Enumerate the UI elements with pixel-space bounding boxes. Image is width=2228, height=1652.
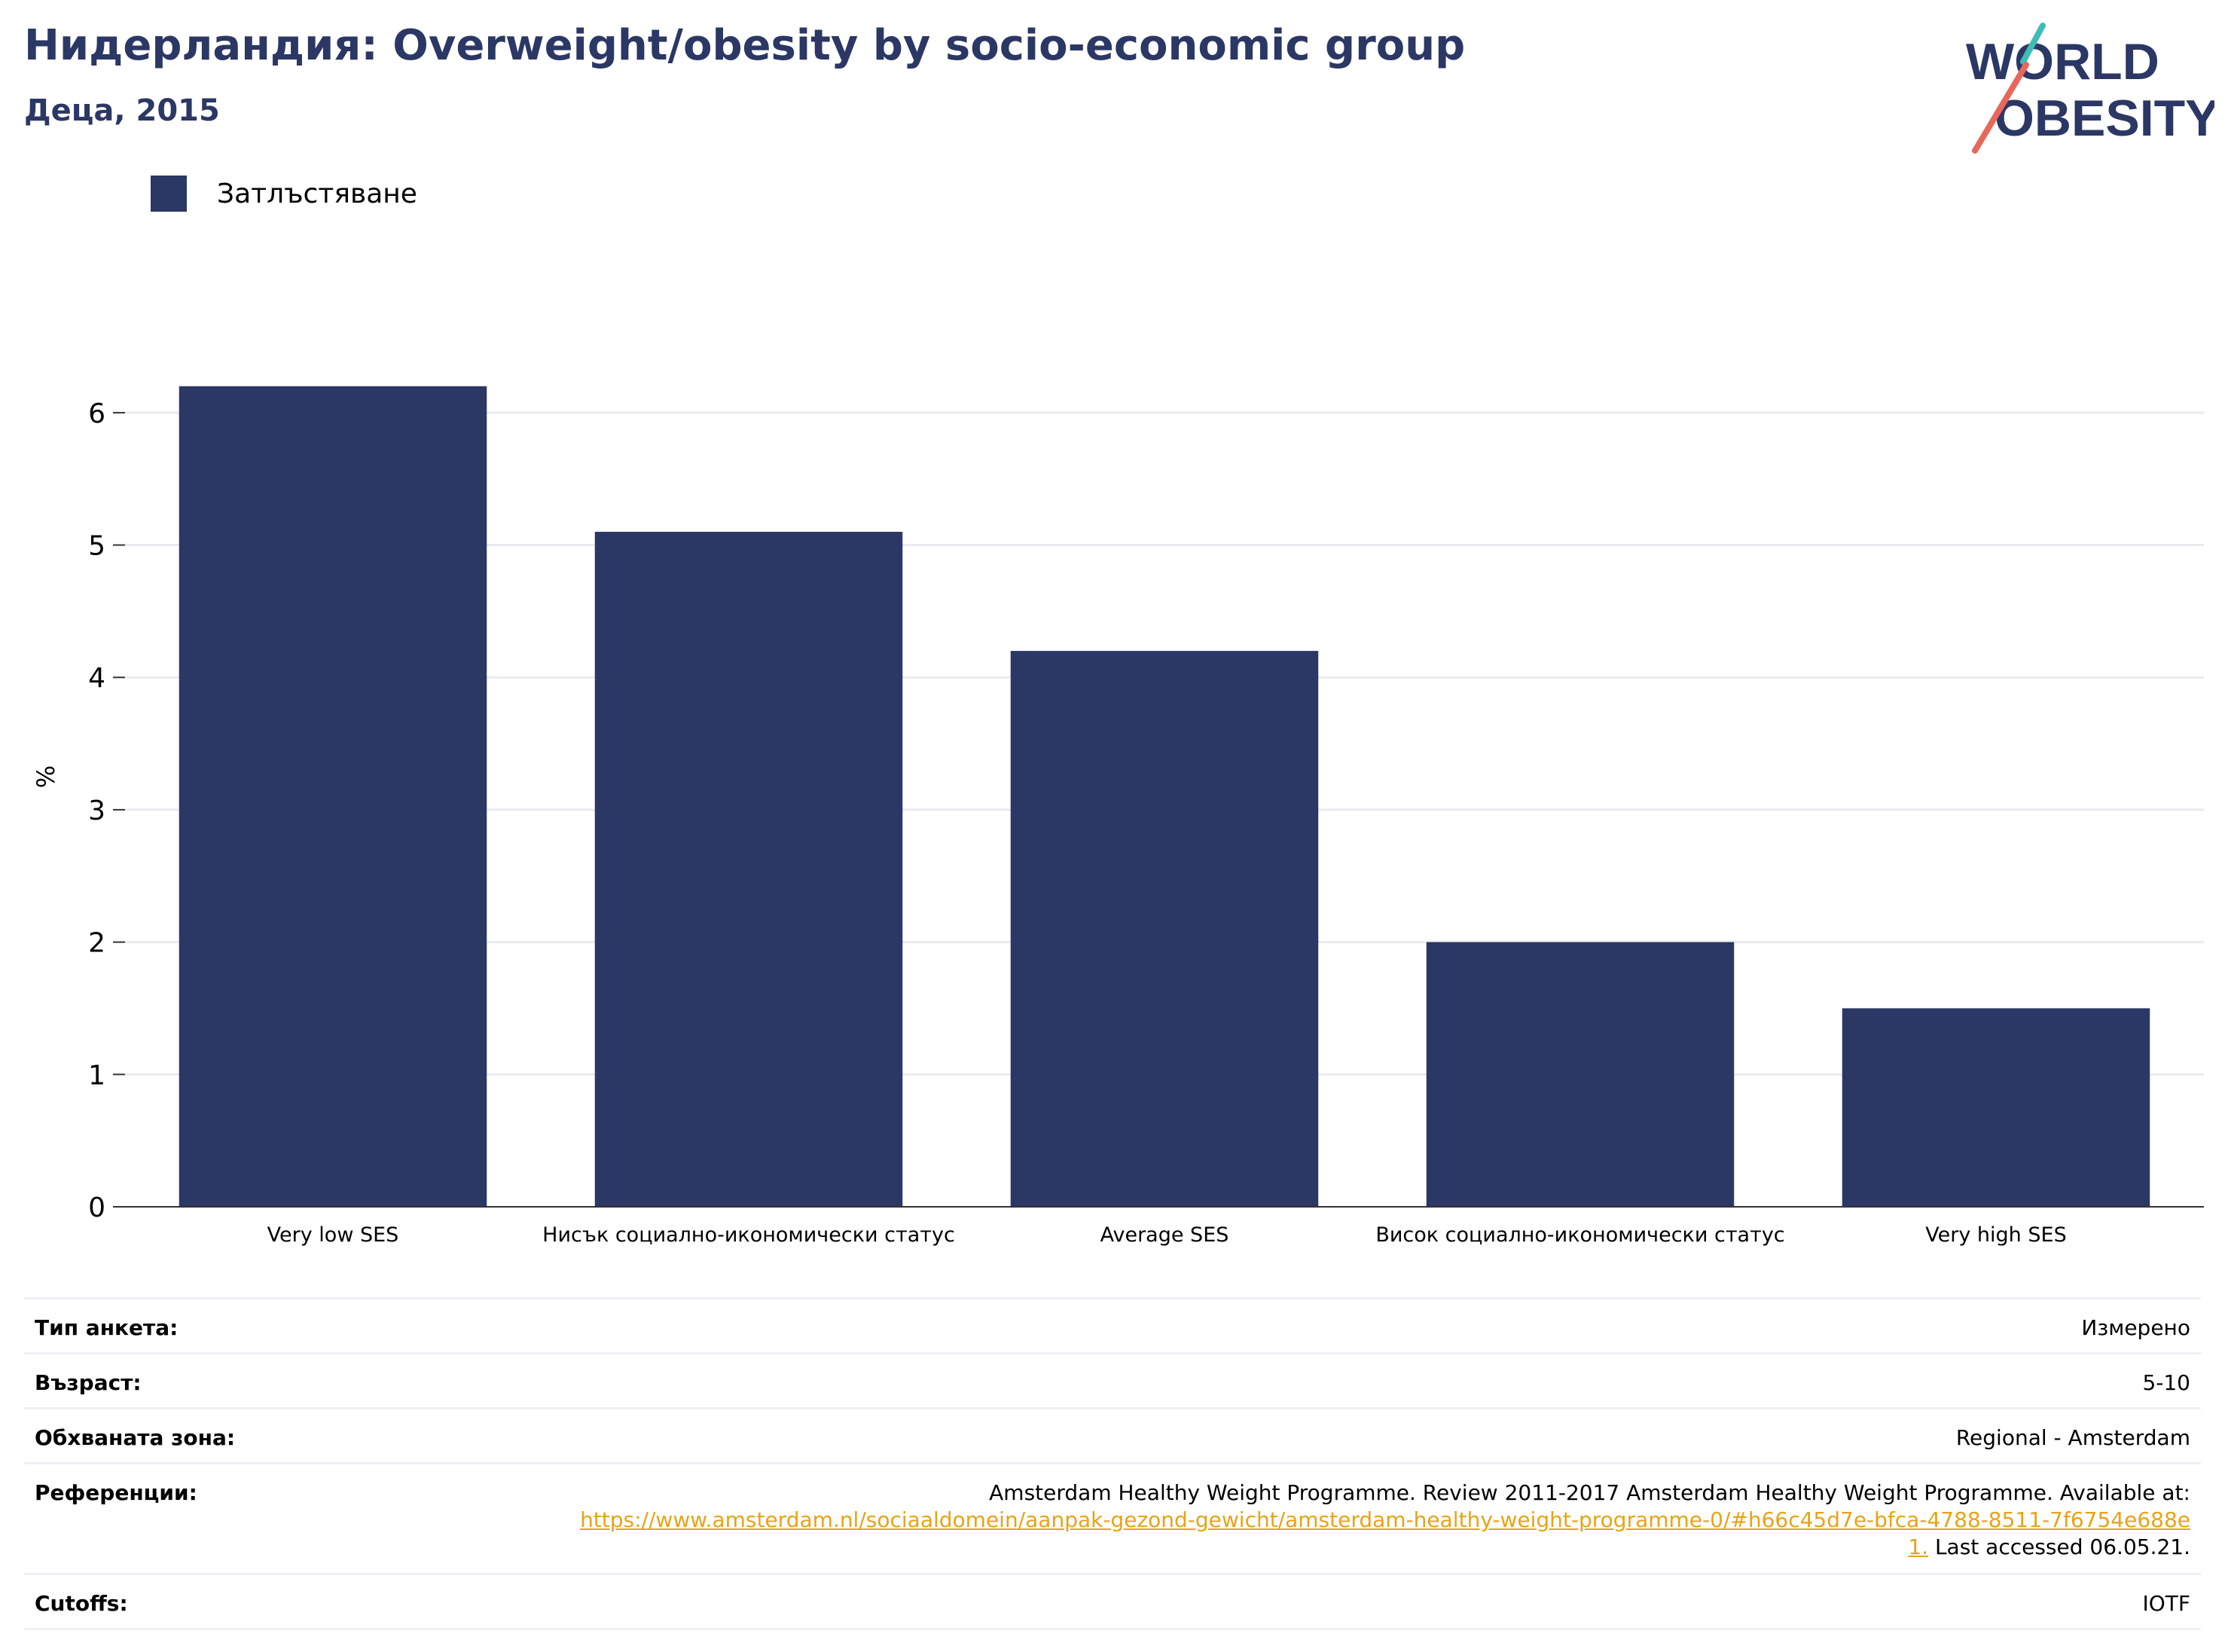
logo-slash-teal bbox=[2020, 23, 2046, 65]
area-value: Regional - Amsterdam bbox=[1955, 1425, 2190, 1450]
y-tick-label: 2 bbox=[88, 928, 105, 959]
info-row-survey-type: Тип анкета: Измерено bbox=[24, 1299, 2201, 1354]
age-value: 5-10 bbox=[2142, 1370, 2190, 1395]
bar-chart: 0 1 2 3 4 5 6% Very low SES Нисък социално-иконо… bbox=[32, 386, 2204, 1247]
world-obesity-logo: WORLD OBESITY bbox=[1966, 23, 2214, 154]
info-row-age: Възраст: 5-10 bbox=[24, 1354, 2201, 1409]
survey-type-value: Измерено bbox=[2081, 1315, 2190, 1340]
x-tick-label: Very low SES bbox=[267, 1223, 399, 1247]
logo-word-2: OBESITY bbox=[1995, 90, 2214, 147]
age-label: Възраст: bbox=[35, 1370, 142, 1395]
y-tick-label: 0 bbox=[88, 1192, 105, 1223]
info-row-cutoffs: Cutoffs: IOTF bbox=[24, 1575, 2201, 1630]
info-row-area: Обхваната зона: Regional - Amsterdam bbox=[24, 1409, 2201, 1464]
y-axis-label: % bbox=[32, 765, 60, 788]
references-label: Референции: bbox=[35, 1480, 197, 1505]
survey-type-label: Тип анкета: bbox=[35, 1315, 179, 1340]
references-value: Amsterdam Healthy Weight Programme. Revi… bbox=[571, 1479, 2190, 1561]
x-tick-label: Very high SES bbox=[1925, 1223, 2066, 1247]
logo-slash-coral bbox=[1972, 62, 2029, 154]
bar-2 bbox=[594, 531, 903, 1207]
bar-4 bbox=[1426, 942, 1735, 1207]
references-suffix: Last accessed 06.05.21. bbox=[1934, 1534, 2190, 1559]
y-tick-label: 5 bbox=[88, 531, 105, 562]
chart-legend: Затлъстяване bbox=[151, 175, 417, 212]
bar-5 bbox=[1842, 1008, 2150, 1207]
bar-1 bbox=[179, 386, 487, 1207]
references-text: Amsterdam Healthy Weight Programme. Revi… bbox=[989, 1480, 2190, 1505]
bar-3 bbox=[1010, 651, 1319, 1207]
logo-word-1: WORLD bbox=[1966, 33, 2159, 90]
x-tick-label: Нисък социално-икономически статус bbox=[542, 1223, 955, 1247]
y-tick-label: 4 bbox=[88, 663, 105, 694]
chart-subtitle: Деца, 2015 bbox=[24, 93, 220, 128]
survey-info-table: Тип анкета: Измерено Възраст: 5-10 Обхва… bbox=[24, 1297, 2201, 1630]
y-tick-label: 3 bbox=[88, 795, 105, 826]
legend-swatch-obesity[interactable] bbox=[151, 176, 187, 212]
references-link[interactable]: https://www.amsterdam.nl/sociaaldomein/a… bbox=[580, 1507, 2190, 1559]
info-row-references: Референции: Amsterdam Healthy Weight Pro… bbox=[24, 1464, 2201, 1575]
y-tick-label: 6 bbox=[88, 398, 105, 429]
area-label: Обхваната зона: bbox=[35, 1425, 236, 1450]
cutoffs-label: Cutoffs: bbox=[35, 1591, 128, 1616]
y-tick-label: 1 bbox=[88, 1060, 105, 1091]
x-tick-label: Висок социално-икономически статус bbox=[1375, 1223, 1784, 1247]
legend-label-obesity[interactable]: Затлъстяване bbox=[217, 178, 417, 209]
cutoffs-value: IOTF bbox=[2142, 1591, 2190, 1616]
x-tick-label: Average SES bbox=[1100, 1223, 1229, 1247]
chart-title: Нидерландия: Overweight/obesity by socio… bbox=[24, 21, 1466, 70]
